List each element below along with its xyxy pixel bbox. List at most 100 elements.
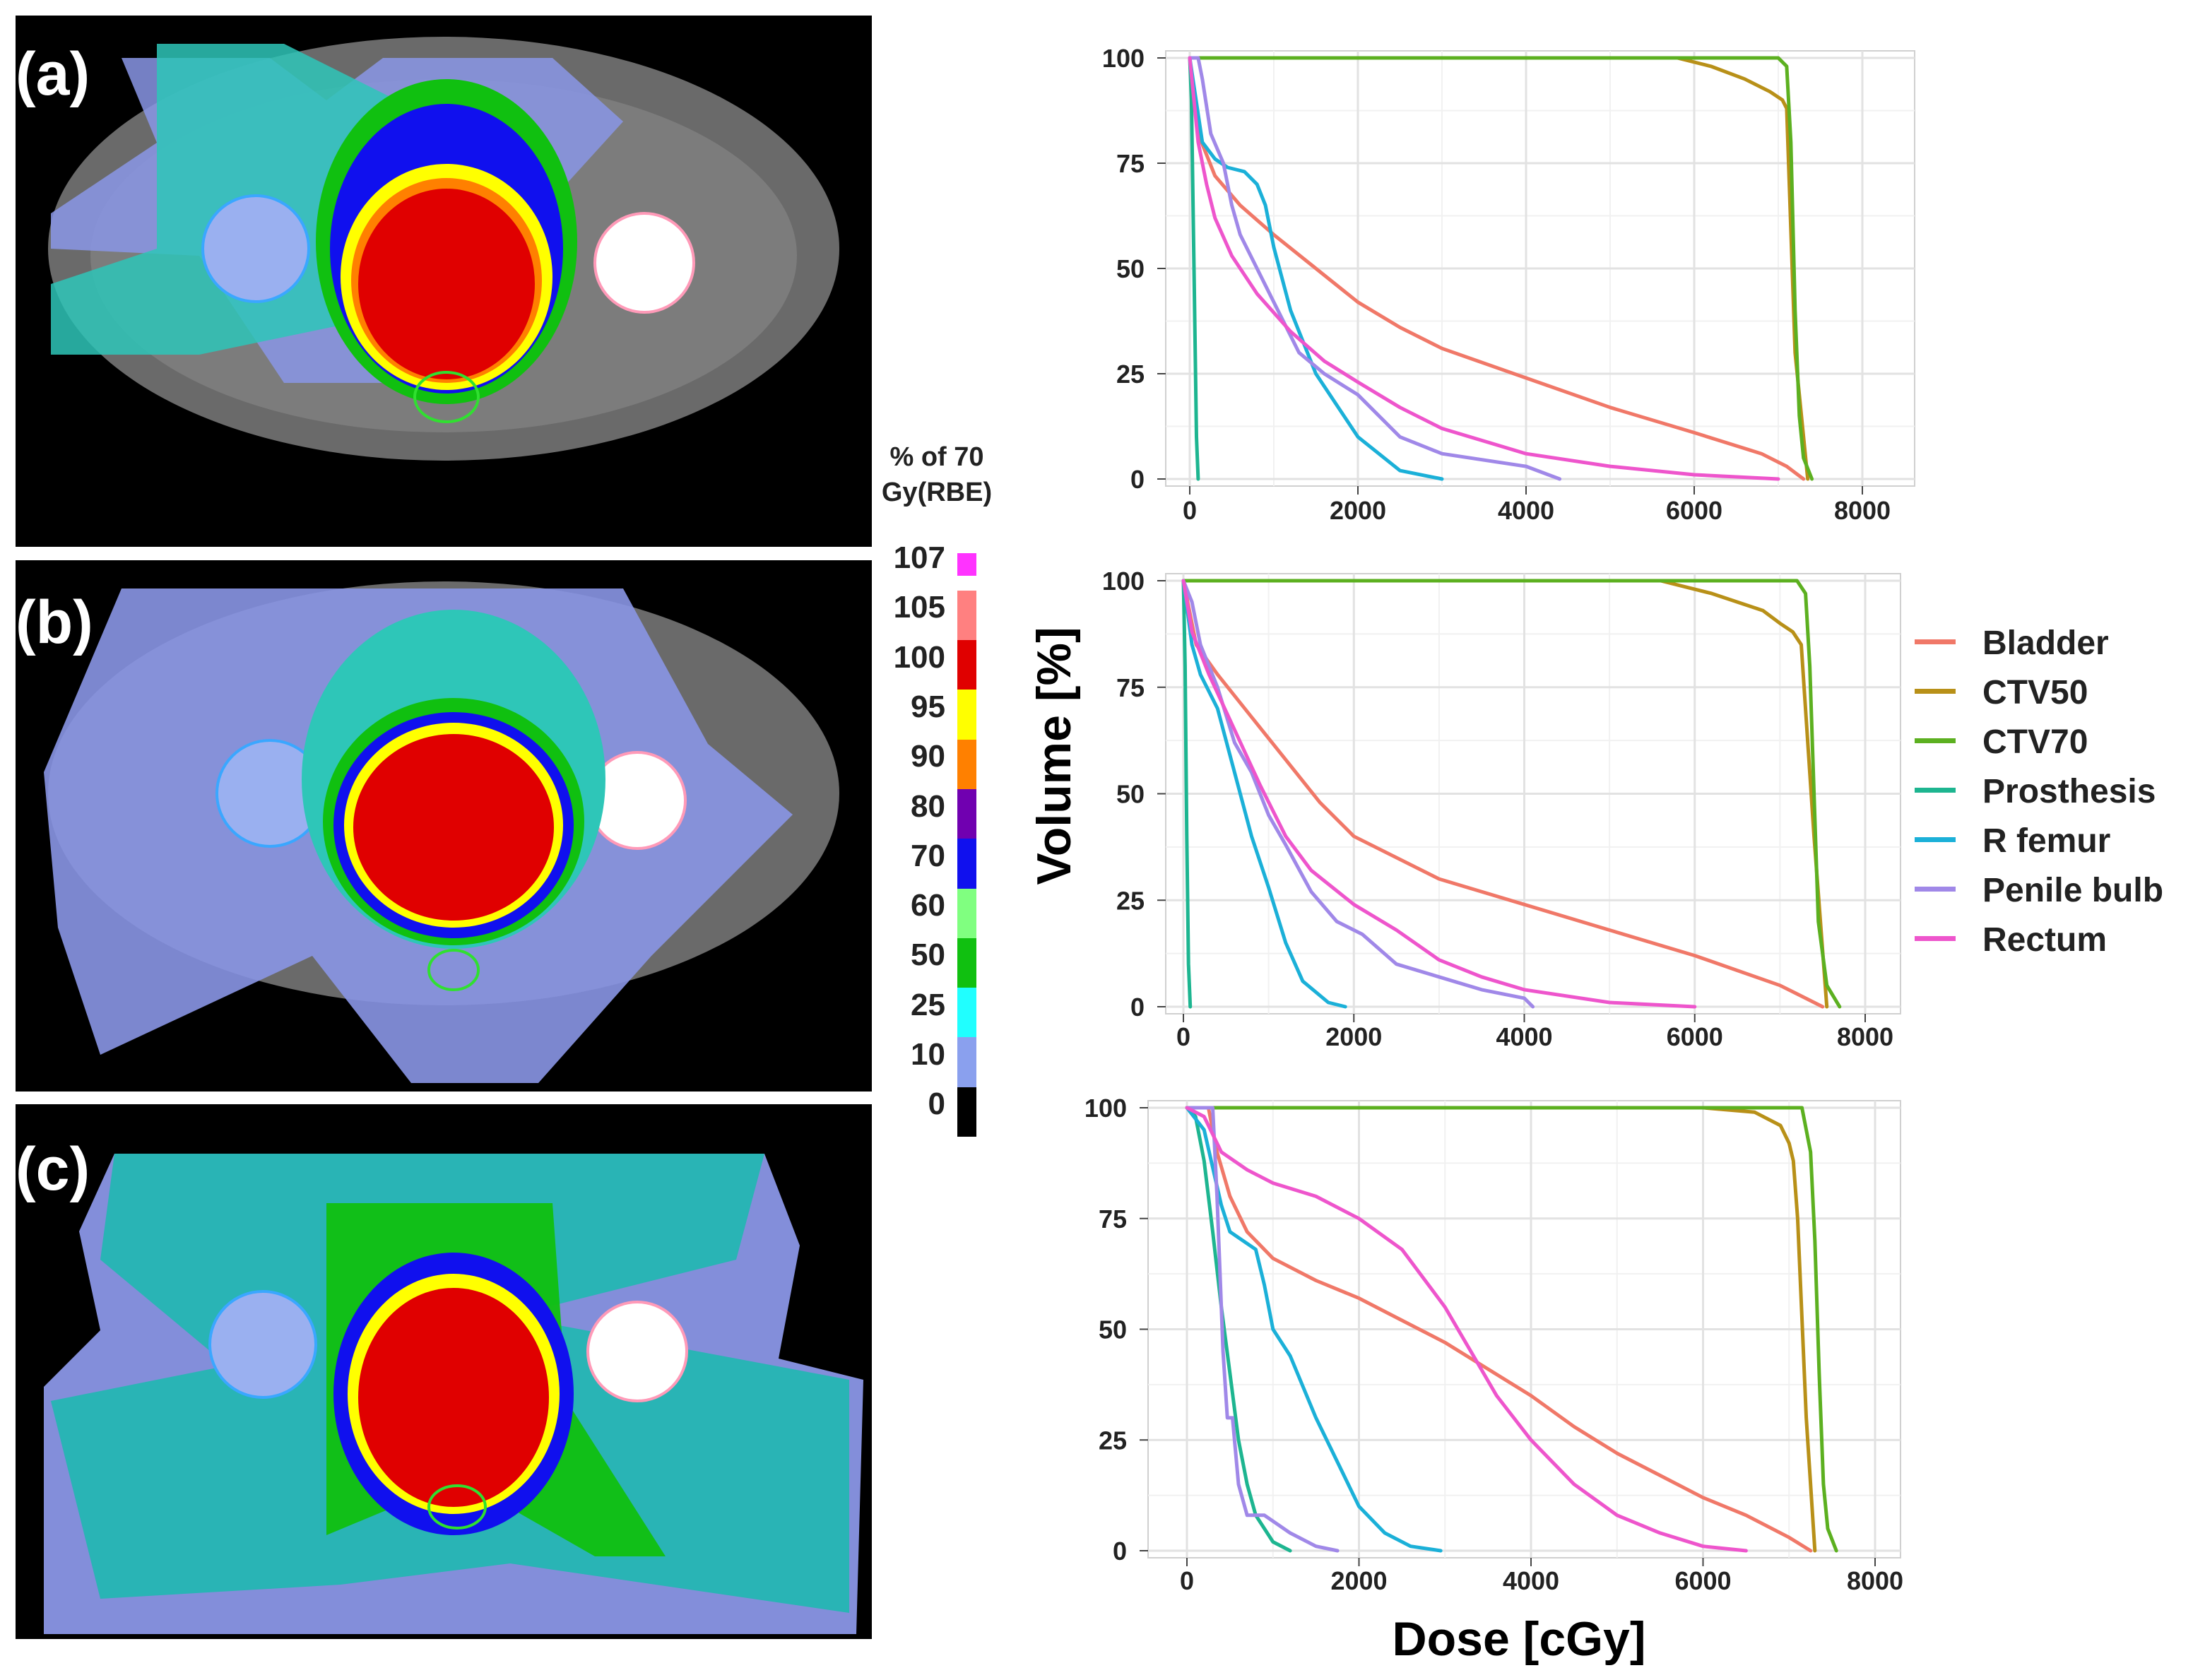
dvh-line-ctv50 — [1188, 56, 1810, 481]
x-tick-label: 6000 — [1674, 1566, 1731, 1595]
legend-swatch — [1915, 788, 1956, 793]
colorbar-swatch — [957, 739, 976, 789]
y-tick-label: 0 — [1113, 1537, 1127, 1566]
y-tick-label: 25 — [1099, 1426, 1127, 1455]
dvh-line-r-femur — [1188, 56, 1444, 481]
y-tick-label: 25 — [1116, 886, 1145, 915]
y-tick-label: 0 — [1130, 465, 1145, 494]
legend-label: CTV50 — [1982, 674, 2088, 711]
ct-panel-a — [16, 16, 872, 547]
dvh-line-prosthesis — [1181, 579, 1193, 1009]
colorbar-level-label: 105 — [893, 590, 945, 625]
x-tick-label: 6000 — [1666, 496, 1722, 525]
colorbar-swatch — [957, 640, 976, 690]
x-tick-label: 2000 — [1330, 496, 1386, 525]
ct-panel-c — [16, 1104, 872, 1639]
x-tick-label: 6000 — [1667, 1022, 1723, 1051]
y-axis-title: Volume [%] — [1027, 627, 1081, 885]
x-tick-label: 2000 — [1325, 1022, 1382, 1051]
colorbar-level-label: 90 — [911, 739, 945, 774]
dvh-line-ctv70 — [1185, 1106, 1838, 1553]
y-tick-label: 100 — [1084, 1094, 1127, 1123]
y-tick-label: 75 — [1116, 149, 1145, 178]
dvh-line-bladder — [1185, 1106, 1813, 1553]
colorbar-title-line2: Gy(RBE) — [881, 478, 993, 507]
x-tick-label: 2000 — [1330, 1566, 1387, 1595]
legend-label: Prosthesis — [1982, 773, 2156, 810]
x-tick-label: 8000 — [1834, 496, 1891, 525]
legend-label: Penile bulb — [1982, 872, 2164, 909]
colorbar-level-label: 70 — [911, 838, 945, 873]
dvh-line-rectum — [1181, 579, 1697, 1009]
y-tick-label: 75 — [1099, 1205, 1127, 1234]
panel-label-b: (b) — [16, 588, 93, 656]
colorbar-level-label: 0 — [928, 1087, 945, 1122]
colorbar-level-label: 50 — [911, 937, 945, 973]
legend-swatch — [1915, 837, 1956, 842]
legend-swatch — [1915, 936, 1956, 941]
legend-swatch — [1915, 887, 1956, 892]
y-tick-label: 100 — [1102, 567, 1145, 596]
dvh-line-ctv70 — [1181, 579, 1842, 1009]
panel-label-c: (c) — [16, 1135, 90, 1203]
x-tick-label: 4000 — [1503, 1566, 1559, 1595]
colorbar-swatch — [957, 1037, 976, 1087]
legend-swatch — [1915, 738, 1956, 743]
dvh-panel-c: 0 2000 4000 6000 8000 0 25 50 75 100 — [1084, 1094, 1903, 1595]
colorbar-level-label: 80 — [911, 788, 945, 824]
dvh-line-bladder — [1181, 579, 1825, 1009]
dvh-line-penile-bulb — [1181, 579, 1535, 1009]
y-tick-label: 50 — [1099, 1315, 1127, 1344]
colorbar-swatch — [957, 888, 976, 938]
x-tick-label: 4000 — [1496, 1022, 1552, 1051]
y-tick-label: 50 — [1116, 780, 1145, 809]
x-tick-label: 8000 — [1837, 1022, 1893, 1051]
colorbar-level-label: 25 — [911, 987, 945, 1022]
colorbar-level-label: 60 — [911, 888, 945, 923]
x-tick-label: 4000 — [1498, 496, 1554, 525]
ct-panel-b — [16, 560, 872, 1092]
dvh-line-rectum — [1185, 1106, 1748, 1553]
colorbar-swatch — [957, 788, 976, 839]
x-tick-label: 8000 — [1847, 1566, 1903, 1595]
legend-label: CTV70 — [1982, 723, 2088, 761]
y-tick-label: 75 — [1116, 673, 1145, 702]
legend-swatch — [1915, 639, 1956, 644]
panel-label-a: (a) — [16, 40, 90, 108]
dvh-line-ctv70 — [1188, 56, 1814, 481]
y-tick-label: 100 — [1102, 44, 1145, 73]
legend-label: Bladder — [1982, 625, 2109, 662]
dvh-line-r-femur — [1185, 1106, 1443, 1553]
colorbar-swatch — [957, 552, 976, 576]
colorbar-swatch — [957, 937, 976, 988]
dvh-line-prosthesis — [1185, 1106, 1292, 1553]
y-tick-label: 50 — [1116, 254, 1145, 283]
dvh-line-penile-bulb — [1185, 1106, 1340, 1553]
x-tick-label: 0 — [1176, 1022, 1190, 1051]
colorbar-level-label: 95 — [911, 689, 945, 724]
dvh-panel-b: 0 2000 4000 6000 8000 0 25 50 75 100 — [1102, 567, 1901, 1051]
x-axis-title: Dose [cGy] — [1392, 1612, 1646, 1666]
colorbar-swatch — [957, 590, 976, 640]
colorbar-swatch — [957, 988, 976, 1038]
legend-label: R femur — [1982, 822, 2111, 860]
dvh-panel-a: 0 2000 4000 6000 8000 0 25 50 75 100 — [1102, 44, 1915, 525]
colorbar-title-line1: % of 70 — [889, 442, 984, 472]
x-tick-label: 0 — [1183, 496, 1197, 525]
colorbar-swatch — [957, 690, 976, 740]
dvh-line-ctv50 — [1181, 579, 1829, 1009]
colorbar-level-label: 107 — [893, 540, 945, 575]
colorbar-level-label: 100 — [893, 639, 945, 675]
legend-label: Rectum — [1982, 921, 2108, 959]
colorbar-level-label: 10 — [911, 1037, 945, 1072]
x-tick-label: 0 — [1180, 1566, 1194, 1595]
y-tick-label: 0 — [1130, 993, 1145, 1022]
y-tick-label: 25 — [1116, 360, 1145, 389]
dvh-line-r-femur — [1181, 579, 1347, 1009]
dvh-line-penile-bulb — [1188, 56, 1562, 481]
colorbar-swatch — [957, 1087, 976, 1137]
dvh-line-bladder — [1188, 56, 1806, 481]
dvh-line-rectum — [1188, 56, 1780, 481]
legend-swatch — [1915, 689, 1956, 694]
